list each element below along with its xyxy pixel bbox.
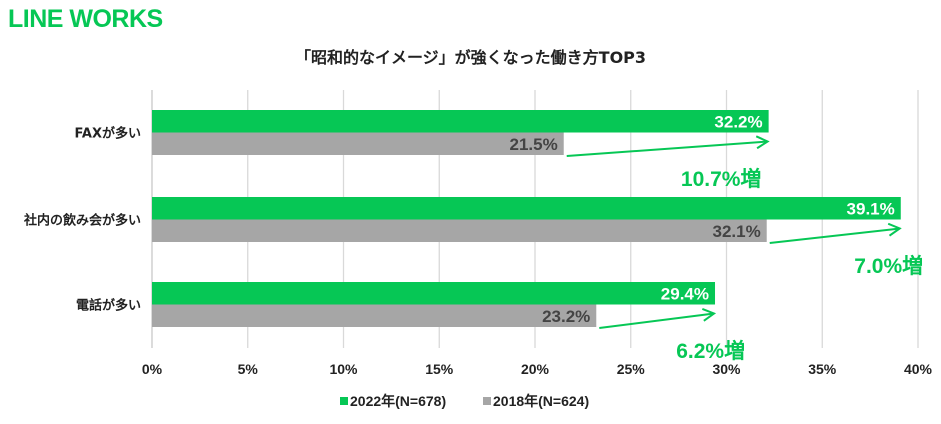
x-tick-label: 30%: [712, 361, 741, 377]
value-label: 29.4%: [661, 285, 709, 304]
x-tick-label: 10%: [329, 361, 358, 377]
value-label: 39.1%: [847, 200, 895, 219]
increase-label: 6.2%増: [676, 339, 745, 363]
bars: 32.2% 21.5% 39.1% 32.1% 29.4% 23.2%: [152, 110, 901, 327]
value-label: 32.1%: [713, 222, 761, 241]
increase-label: 7.0%増: [854, 254, 923, 278]
bar-2022: [152, 110, 769, 133]
value-label: 21.5%: [510, 135, 558, 154]
value-label: 23.2%: [542, 307, 590, 326]
x-tick-labels: 0% 5% 10% 15% 20% 25% 30% 35% 40%: [142, 361, 933, 377]
x-tick-label: 40%: [904, 361, 933, 377]
legend-swatch: [483, 397, 491, 405]
x-tick-label: 35%: [808, 361, 837, 377]
x-tick-label: 0%: [142, 361, 163, 377]
category-label: 社内の飲み会が多い: [23, 213, 141, 229]
increase-arrow: [566, 142, 768, 157]
value-label: 32.2%: [714, 113, 762, 132]
bar-2018: [152, 304, 597, 327]
category-label: FAXが多い: [75, 126, 141, 142]
legend-label: 2022年(N=678): [350, 393, 446, 409]
x-tick-label: 15%: [425, 361, 454, 377]
category-label: 電話が多い: [76, 298, 141, 314]
increase-annotations: 10.7%増 7.0%増 6.2%増: [566, 142, 923, 363]
legend-swatch: [340, 397, 348, 405]
line-works-logo: LINE WORKS: [8, 5, 163, 33]
bar-2018: [152, 219, 767, 242]
increase-arrow: [769, 229, 900, 244]
chart-title: 「昭和的なイメージ」が強くなった働き方TOP3: [294, 48, 647, 67]
x-tick-label: 20%: [521, 361, 550, 377]
legend: 2022年(N=678) 2018年(N=624): [340, 393, 589, 409]
x-tick-label: 5%: [238, 361, 259, 377]
bar-2022: [152, 282, 716, 305]
increase-label: 10.7%増: [681, 167, 762, 191]
bar-2022: [152, 197, 901, 220]
increase-arrow: [599, 314, 714, 329]
x-tick-label: 25%: [617, 361, 646, 377]
bar-2018: [152, 132, 564, 155]
legend-label: 2018年(N=624): [493, 393, 589, 409]
